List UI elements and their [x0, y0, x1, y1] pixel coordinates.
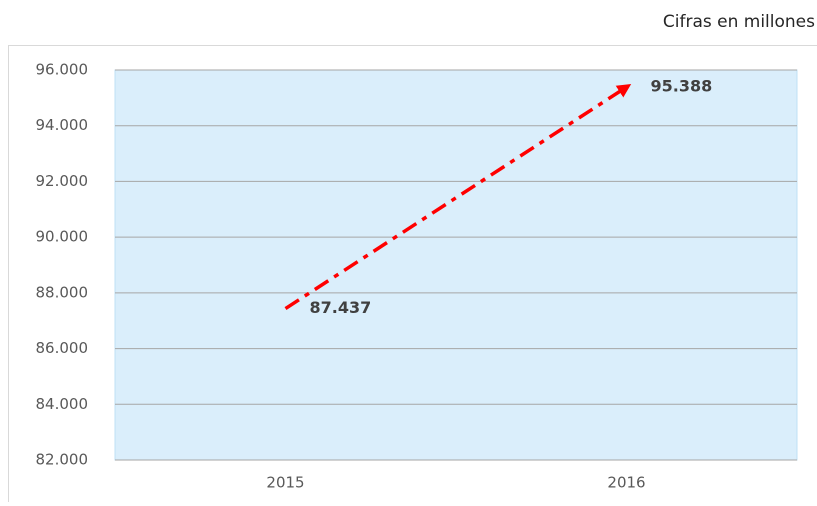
y-tick-label: 82.000	[36, 451, 89, 469]
x-tick-label: 2015	[266, 474, 304, 492]
y-tick-label: 84.000	[36, 395, 89, 413]
y-tick-label: 86.000	[36, 339, 89, 357]
y-tick-label: 96.000	[36, 61, 89, 79]
subtitle: Cifras en millones	[663, 12, 815, 32]
y-tick-label: 88.000	[36, 283, 89, 301]
plot-area	[115, 70, 797, 460]
data-label: 87.437	[310, 298, 372, 317]
y-tick-label: 92.000	[36, 172, 89, 190]
y-tick-label: 94.000	[36, 116, 89, 134]
y-tick-label: 90.000	[36, 228, 89, 246]
data-label: 95.388	[651, 77, 713, 96]
x-tick-label: 2016	[607, 474, 645, 492]
